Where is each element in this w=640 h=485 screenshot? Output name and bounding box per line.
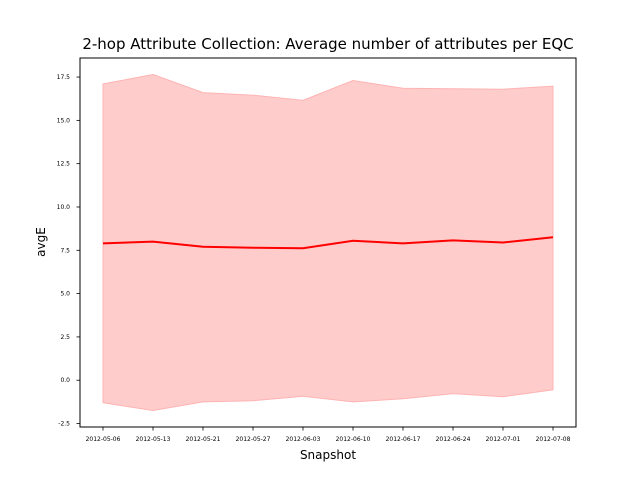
y-axis-label: avgE — [34, 227, 48, 257]
x-tick-label: 2012-07-01 — [486, 436, 521, 443]
y-tick-label: 0.0 — [60, 377, 70, 384]
y-tick-label: 5.0 — [60, 291, 70, 298]
x-tick-label: 2012-05-27 — [236, 436, 271, 443]
y-tick-label: 15.0 — [57, 117, 71, 124]
x-tick-label: 2012-06-03 — [286, 436, 321, 443]
x-tick-label: 2012-06-17 — [386, 436, 421, 443]
x-axis: 2012-05-06 2012-05-13 2012-05-21 2012-05-27… — [86, 427, 571, 443]
y-tick-label: 2.5 — [60, 334, 70, 341]
x-tick-label: 2012-05-13 — [136, 436, 171, 443]
x-tick-label: 2012-07-08 — [536, 436, 571, 443]
x-tick-label: 2012-06-24 — [436, 436, 471, 443]
y-axis: -2.5 0.0 2.5 5.0 7.5 10.0 12.5 15.0 17.5 — [57, 74, 80, 427]
y-tick-label: 7.5 — [60, 247, 70, 254]
y-tick-label: 12.5 — [57, 161, 71, 168]
x-axis-label: Snapshot — [300, 448, 356, 462]
x-tick-label: 2012-06-10 — [336, 436, 371, 443]
y-tick-label: -2.5 — [58, 421, 70, 428]
chart-title: 2-hop Attribute Collection: Average numb… — [82, 35, 573, 53]
y-tick-label: 10.0 — [57, 204, 71, 211]
y-tick-label: 17.5 — [57, 74, 71, 81]
x-tick-label: 2012-05-06 — [86, 436, 121, 443]
x-tick-label: 2012-05-21 — [186, 436, 221, 443]
